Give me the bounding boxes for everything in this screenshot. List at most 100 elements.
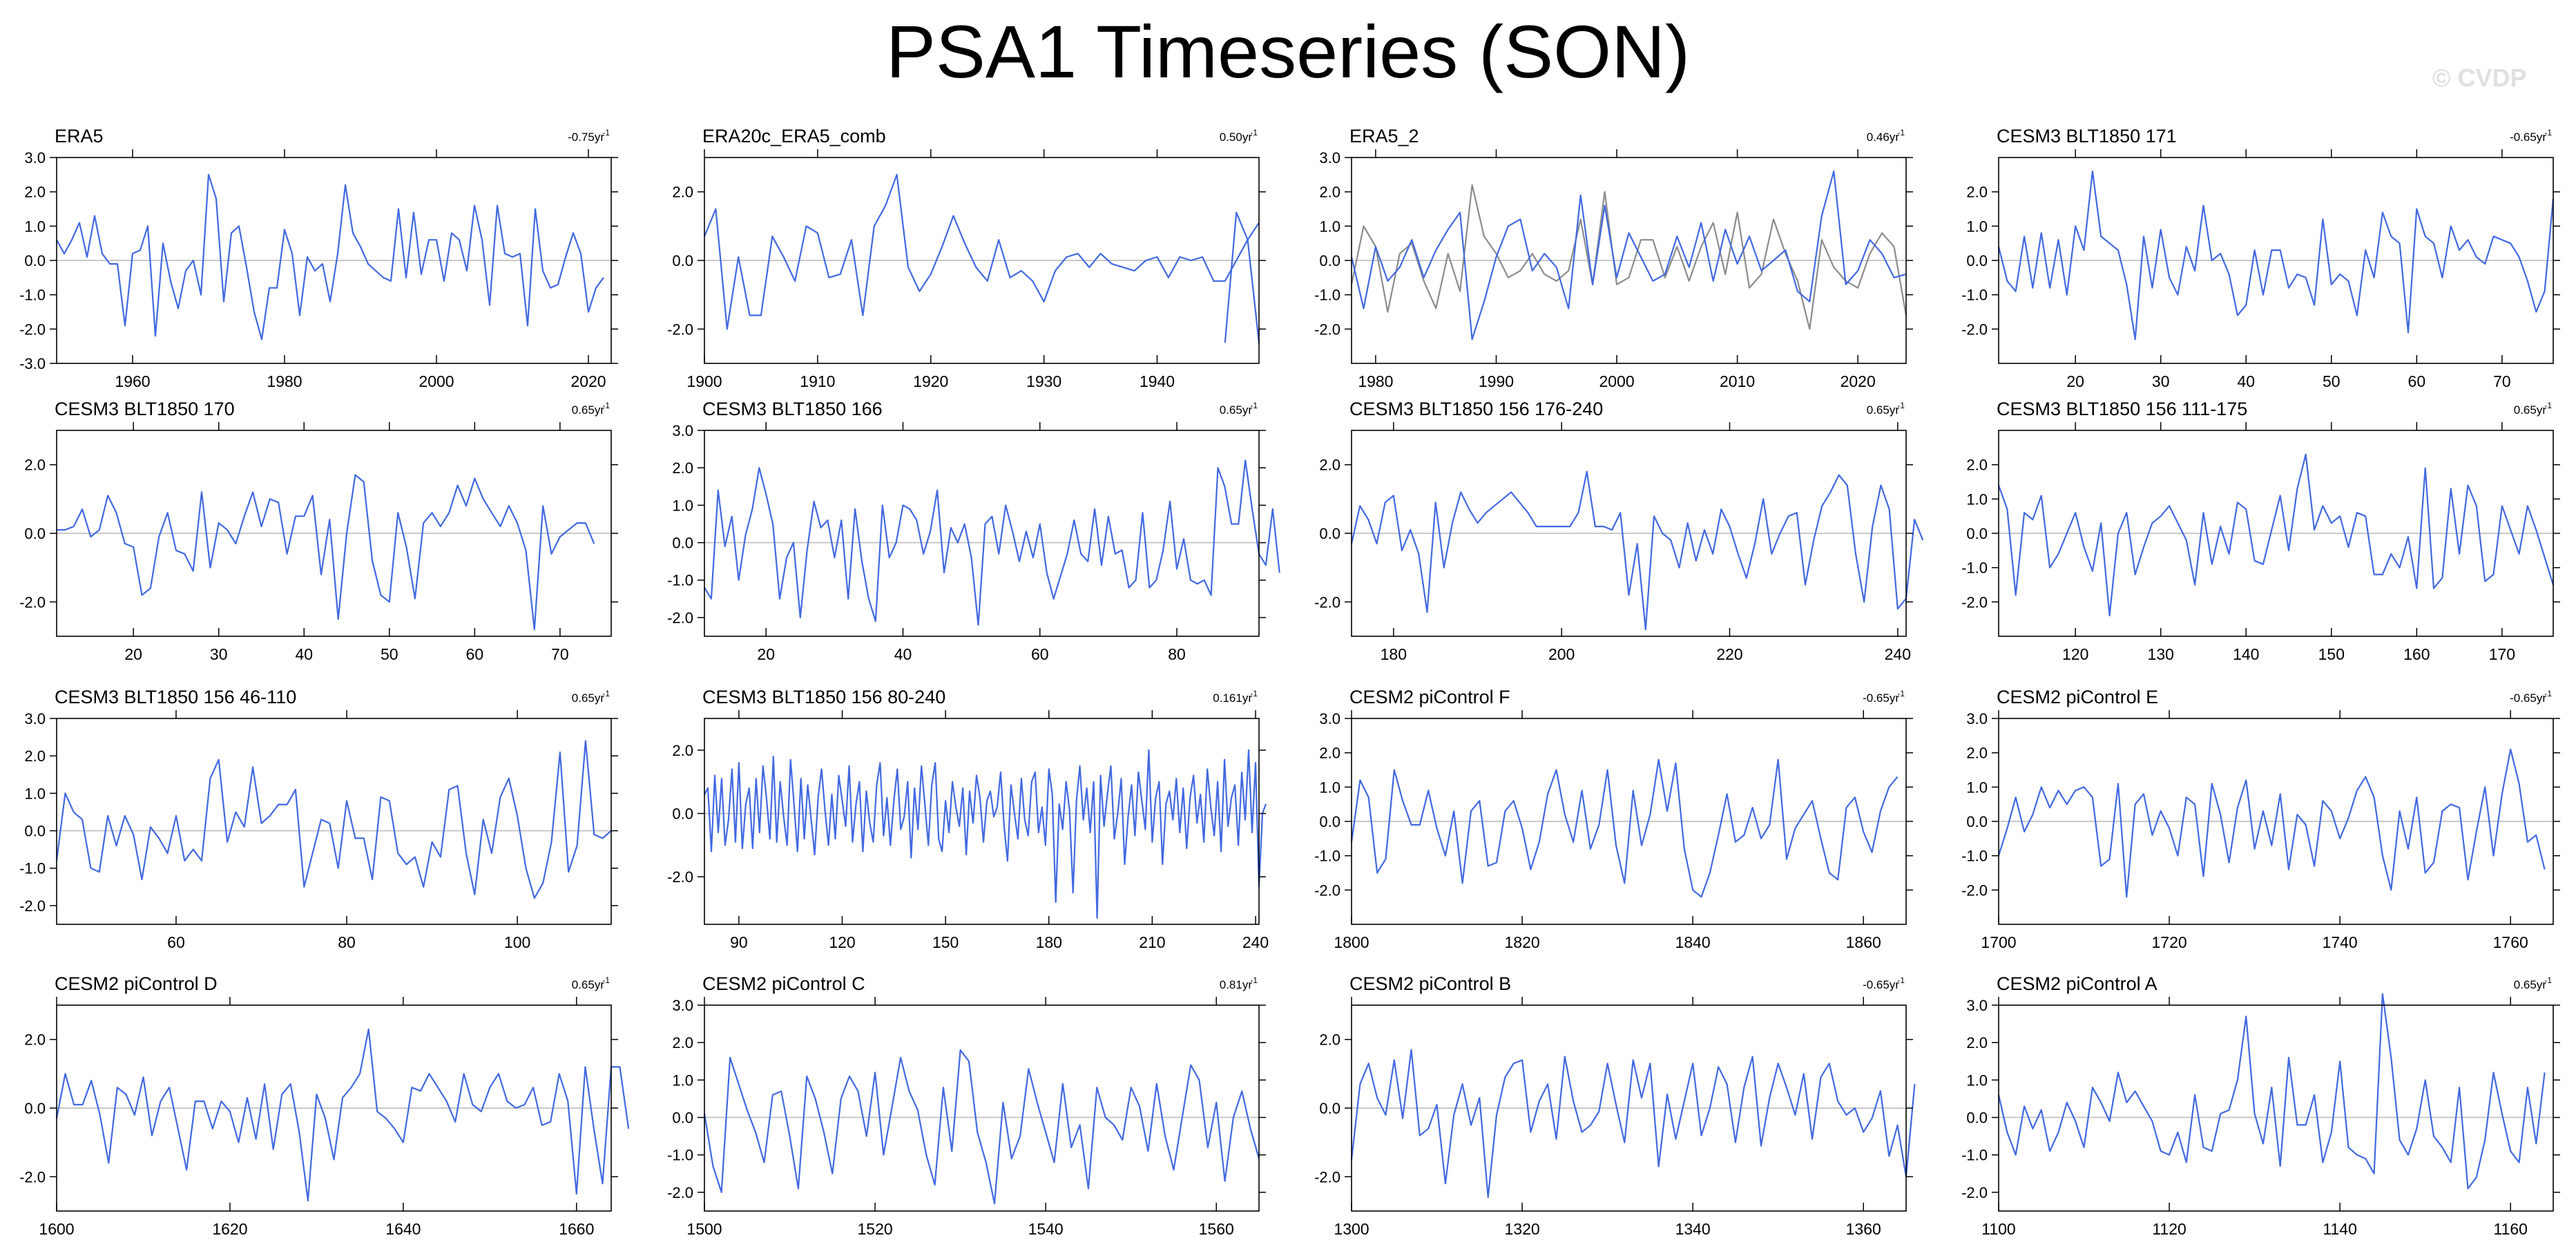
chart-panel: CESM3 BLT1850 156 111-175 0.65yr-1 120 130 1… <box>1961 399 2560 663</box>
y-tick-label: -2.0 <box>19 1168 46 1185</box>
x-tick-label: 1300 <box>1334 1220 1369 1238</box>
y-tick-label: 1.0 <box>24 218 46 235</box>
x-tick-label: 1540 <box>1028 1220 1064 1238</box>
x-tick-label: 60 <box>466 645 484 663</box>
y-tick-label: -1.0 <box>19 287 46 304</box>
series-line <box>55 1028 630 1202</box>
series-line <box>55 740 612 899</box>
x-tick-label: 2020 <box>570 372 606 390</box>
x-tick-label: 30 <box>210 645 228 663</box>
x-tick-label: 2000 <box>1599 372 1634 390</box>
x-tick-label: 130 <box>2148 645 2174 663</box>
chart-panel: ERA20c_ERA5_comb 0.50yr-1 1900 1910 1920 1930… <box>667 126 1266 390</box>
y-tick-label: 3.0 <box>672 997 693 1014</box>
x-tick-label: 80 <box>1168 645 1186 663</box>
x-tick-label: 170 <box>2489 645 2515 663</box>
x-tick-label: 1560 <box>1199 1220 1234 1238</box>
panel-title: CESM2 piControl F <box>1349 687 1510 707</box>
series-line <box>1350 470 1924 631</box>
x-tick-label: 100 <box>504 933 530 951</box>
series-line <box>1350 170 1907 341</box>
y-tick-label: 0.0 <box>24 252 46 269</box>
trend-label: -0.65yr <box>2510 692 2546 705</box>
plot-frame <box>1998 1004 2554 1212</box>
y-tick-label: 2.0 <box>672 742 693 759</box>
x-tick-label: 40 <box>894 645 912 663</box>
x-tick-label: 80 <box>338 933 356 951</box>
x-tick-label: 2020 <box>1840 372 1876 390</box>
y-tick-label: -2.0 <box>667 321 693 338</box>
y-tick-label: -2.0 <box>667 868 693 886</box>
x-tick-label: 1660 <box>559 1220 594 1238</box>
trend-label: 0.65yr <box>572 692 605 705</box>
y-tick-label: -2.0 <box>667 609 693 627</box>
y-tick-label: -1.0 <box>667 1147 693 1164</box>
y-tick-label: -1.0 <box>1314 287 1340 304</box>
y-tick-label: 0.0 <box>1319 252 1340 269</box>
trend-label: 0.65yr <box>1220 403 1253 417</box>
x-tick-label: 70 <box>2493 372 2511 390</box>
x-tick-label: 2010 <box>1720 372 1755 390</box>
plot-frame <box>56 718 612 925</box>
trend-label: -0.75yr <box>568 131 604 144</box>
trend-exponent: -1 <box>1897 401 1905 410</box>
x-tick-label: 1340 <box>1675 1220 1711 1238</box>
trend-exponent: -1 <box>2544 128 2552 137</box>
y-tick-label: -2.0 <box>1961 881 1988 899</box>
y-tick-label: 1.0 <box>672 497 693 514</box>
trend-exponent: -1 <box>1250 975 1258 985</box>
y-tick-label: 0.0 <box>24 823 46 840</box>
x-tick-label: 240 <box>1885 645 1911 663</box>
trend-label: 0.81yr <box>1220 978 1253 991</box>
panel-title: CESM3 BLT1850 170 <box>55 399 235 419</box>
x-tick-label: 120 <box>2062 645 2088 663</box>
chart-panel: ERA5_2 0.46yr-1 1980 1990 2000 2010 2020 -2.0 -1… <box>1314 126 1913 390</box>
trend-label: -0.65yr <box>2510 131 2546 144</box>
x-tick-label: 1960 <box>115 372 150 390</box>
panel-title: CESM3 BLT1850 171 <box>1997 126 2177 146</box>
y-tick-label: -1.0 <box>1961 560 1988 577</box>
y-tick-label: 2.0 <box>672 1034 693 1051</box>
panel-title: CESM3 BLT1850 166 <box>702 399 883 419</box>
y-tick-label: 2.0 <box>1966 184 1988 201</box>
x-tick-label: 1910 <box>800 372 835 390</box>
y-tick-label: -2.0 <box>19 321 46 338</box>
y-tick-label: 2.0 <box>24 457 46 474</box>
series-line <box>1997 993 2546 1190</box>
series-line <box>1350 759 1899 898</box>
trend-exponent: -1 <box>602 975 610 985</box>
x-tick-label: 1520 <box>857 1220 892 1238</box>
y-tick-label: 0.0 <box>24 525 46 542</box>
trend-exponent: -1 <box>1897 128 1905 137</box>
y-tick-label: -2.0 <box>1961 1184 1988 1201</box>
chart-panel: CESM3 BLT1850 156 80-240 0.161yr-1 90 120 15… <box>667 687 1269 951</box>
chart-panel: CESM3 BLT1850 166 0.65yr-1 20 40 60 80 -2.0 -1.… <box>667 399 1280 663</box>
y-tick-label: 3.0 <box>1319 149 1340 166</box>
series-line <box>1350 1049 1916 1199</box>
x-tick-label: 1500 <box>686 1220 722 1238</box>
y-tick-label: 1.0 <box>1966 218 1988 235</box>
x-tick-label: 1820 <box>1504 933 1539 951</box>
chart-panel: CESM2 piControl F -0.65yr-1 1800 1820 1840 18… <box>1314 687 1913 951</box>
cvdp-watermark: © CVDP <box>2432 64 2527 92</box>
y-tick-label: 1.0 <box>672 1071 693 1089</box>
series-line <box>703 173 1260 343</box>
x-tick-label: 20 <box>124 645 142 663</box>
y-tick-label: 1.0 <box>1966 779 1988 796</box>
x-tick-label: 1980 <box>1358 372 1393 390</box>
x-tick-label: 20 <box>757 645 775 663</box>
y-tick-label: 3.0 <box>672 422 693 439</box>
y-tick-label: 3.0 <box>1966 997 1988 1014</box>
y-tick-label: 0.0 <box>1319 1100 1340 1117</box>
chart-panel: CESM2 piControl E -0.65yr-1 1700 1720 1740 17… <box>1961 687 2560 951</box>
y-tick-label: 2.0 <box>1966 745 1988 762</box>
y-tick-label: 0.0 <box>24 1100 46 1117</box>
trend-label: 0.46yr <box>1867 131 1900 144</box>
chart-panel: CESM3 BLT1850 156 176-240 0.65yr-1 180 200 2… <box>1314 399 1924 663</box>
y-tick-label: -3.0 <box>19 355 46 372</box>
x-tick-label: 50 <box>381 645 398 663</box>
x-tick-label: 180 <box>1381 645 1407 663</box>
y-tick-label: 3.0 <box>1966 710 1988 727</box>
x-tick-label: 60 <box>167 933 185 951</box>
